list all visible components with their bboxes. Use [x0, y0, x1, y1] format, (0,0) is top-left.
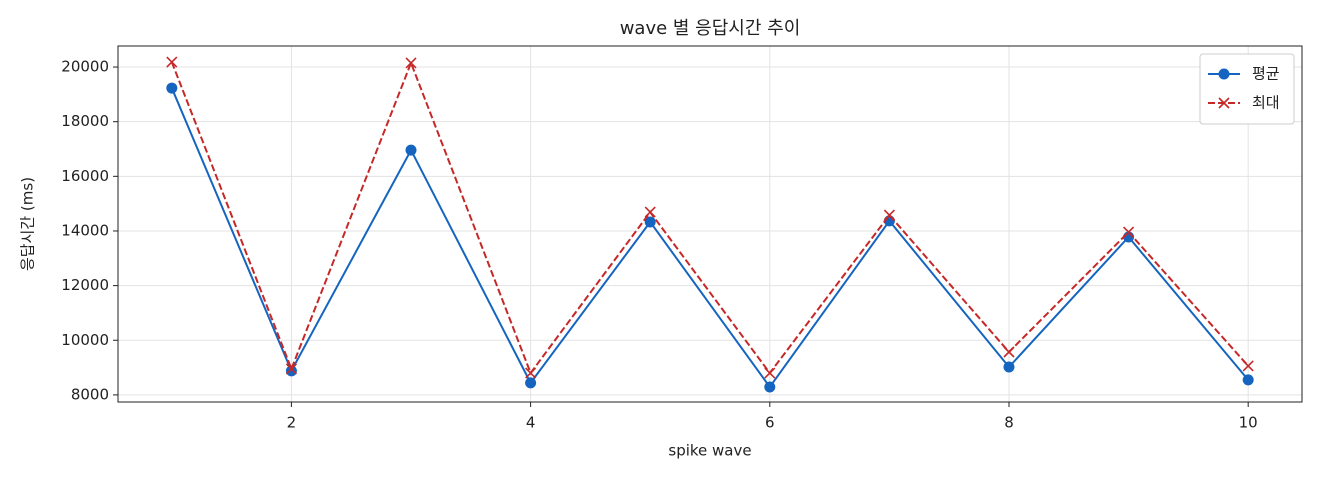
y-tick-label: 18000: [61, 112, 109, 130]
marker: [525, 367, 537, 379]
plot-frame: [117, 45, 1303, 403]
y-tick-label: 14000: [61, 221, 109, 239]
x-tick-label: 10: [1239, 414, 1258, 432]
x-tick-label: 6: [765, 414, 775, 432]
marker: [166, 56, 178, 68]
marker: [405, 57, 417, 69]
series-line: [170, 60, 1249, 376]
marker: [764, 381, 776, 393]
x-tick-label: 2: [287, 414, 297, 432]
marker: [285, 365, 297, 377]
legend-label: 평균: [1252, 65, 1280, 83]
x-tick-label: 8: [1004, 414, 1014, 432]
legend-marker: [1218, 68, 1230, 80]
marker: [1123, 226, 1135, 238]
marker: [644, 206, 656, 218]
marker: [166, 82, 178, 94]
legend-box: [1199, 53, 1295, 125]
marker: [405, 144, 417, 156]
chart-title: wave 별 응답시간 추이: [620, 18, 801, 39]
y-tick-label: 20000: [61, 58, 109, 76]
y-axis-label: 응답시간 (ms): [19, 177, 37, 271]
marker: [764, 367, 776, 379]
y-tick-label: 12000: [61, 276, 109, 294]
y-tick-label: 16000: [61, 167, 109, 185]
marker: [285, 363, 297, 375]
marker: [883, 209, 895, 221]
legend-label: 최대: [1252, 94, 1280, 112]
x-axis-label: spike wave: [668, 442, 751, 460]
marker: [644, 216, 656, 228]
y-tick-label: 10000: [61, 331, 109, 349]
marker: [1242, 374, 1254, 386]
marker: [525, 377, 537, 389]
y-tick-label: 8000: [71, 385, 109, 403]
marker: [1003, 346, 1015, 358]
marker: [1003, 361, 1015, 373]
legend-marker: [1218, 97, 1230, 109]
marker: [1242, 360, 1254, 372]
series-line: [170, 87, 1249, 389]
x-tick-label: 4: [526, 414, 536, 432]
